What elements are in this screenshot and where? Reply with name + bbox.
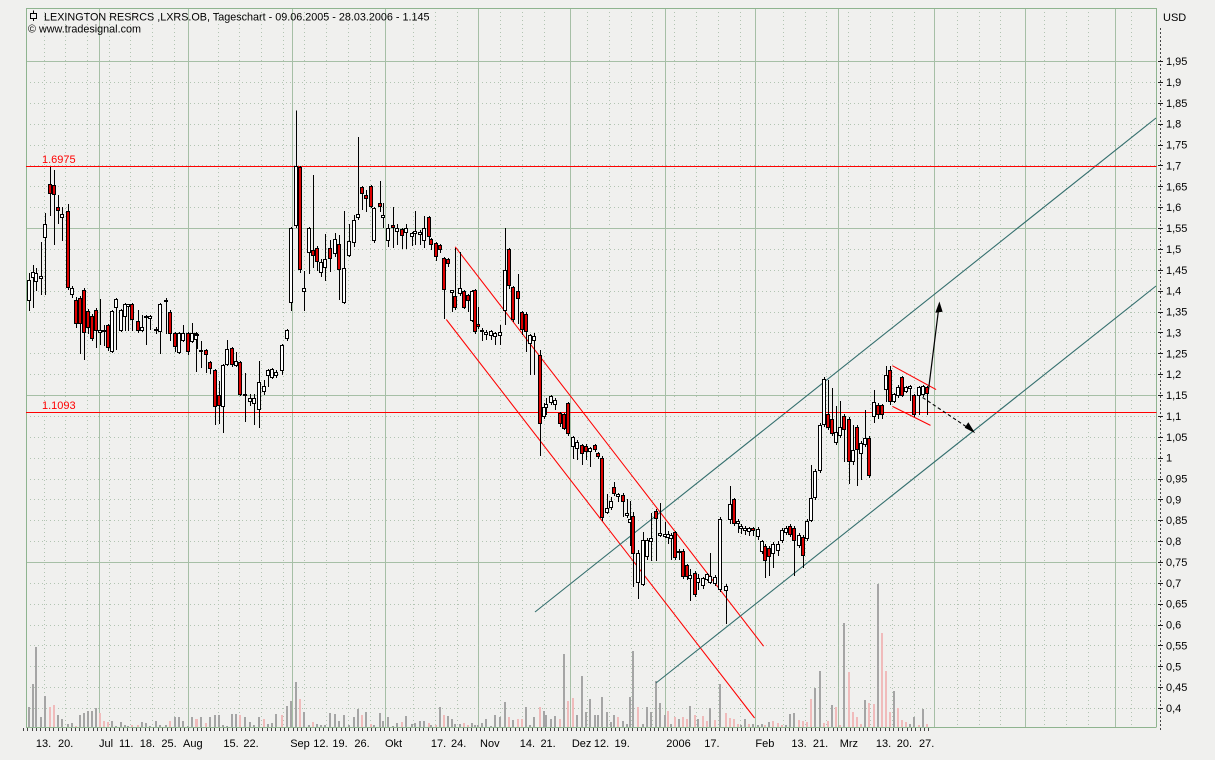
svg-text:1: 1 [1166, 453, 1172, 465]
svg-text:13.: 13. [36, 738, 51, 750]
svg-text:12.: 12. [313, 738, 328, 750]
svg-text:11.: 11. [119, 738, 133, 750]
svg-text:LEXINGTON RESRCS ,LXRS.OB, Tag: LEXINGTON RESRCS ,LXRS.OB, Tageschart - … [44, 12, 430, 24]
svg-text:USD: USD [1163, 12, 1186, 24]
svg-text:21.: 21. [540, 738, 555, 750]
svg-text:Okt: Okt [385, 738, 402, 750]
svg-text:1,5: 1,5 [1166, 244, 1181, 256]
svg-text:19.: 19. [615, 738, 630, 750]
svg-text:2006: 2006 [666, 738, 690, 750]
svg-text:0,8: 0,8 [1166, 536, 1181, 548]
svg-text:1,05: 1,05 [1166, 432, 1187, 444]
svg-text:0,9: 0,9 [1166, 494, 1181, 506]
svg-text:1,85: 1,85 [1166, 98, 1187, 110]
svg-text:24.: 24. [451, 738, 466, 750]
svg-text:17.: 17. [704, 738, 719, 750]
svg-text:1,8: 1,8 [1166, 119, 1181, 131]
svg-text:1,65: 1,65 [1166, 181, 1187, 193]
svg-text:0,55: 0,55 [1166, 640, 1187, 652]
svg-text:1,2: 1,2 [1166, 369, 1181, 381]
svg-text:0,85: 0,85 [1166, 515, 1187, 527]
svg-text:14.: 14. [520, 738, 535, 750]
svg-text:15.: 15. [223, 738, 238, 750]
svg-text:1,45: 1,45 [1166, 265, 1187, 277]
svg-text:12.: 12. [594, 738, 609, 750]
svg-text:1,1: 1,1 [1166, 411, 1181, 423]
svg-text:0,75: 0,75 [1166, 557, 1187, 569]
svg-text:0,4: 0,4 [1166, 703, 1181, 715]
svg-text:20.: 20. [58, 738, 73, 750]
svg-text:19.: 19. [332, 738, 347, 750]
svg-text:1,35: 1,35 [1166, 307, 1187, 319]
svg-text:27.: 27. [919, 738, 934, 750]
svg-text:0,5: 0,5 [1166, 661, 1181, 673]
svg-text:0,7: 0,7 [1166, 578, 1181, 590]
svg-text:13.: 13. [876, 738, 891, 750]
svg-text:17.: 17. [431, 738, 446, 750]
svg-text:Aug: Aug [183, 738, 203, 750]
svg-text:© www.tradesignal.com: © www.tradesignal.com [28, 24, 141, 36]
svg-text:Nov: Nov [480, 738, 500, 750]
svg-text:25.: 25. [161, 738, 176, 750]
svg-text:1,3: 1,3 [1166, 327, 1181, 339]
svg-text:1,25: 1,25 [1166, 348, 1187, 360]
svg-text:1.1093: 1.1093 [42, 400, 76, 412]
svg-text:1.6975: 1.6975 [42, 154, 76, 166]
svg-text:1,15: 1,15 [1166, 390, 1187, 402]
svg-text:26.: 26. [354, 738, 369, 750]
svg-text:1,6: 1,6 [1166, 202, 1181, 214]
svg-text:0,6: 0,6 [1166, 620, 1181, 632]
svg-text:0,65: 0,65 [1166, 599, 1187, 611]
svg-text:21.: 21. [813, 738, 828, 750]
svg-text:22.: 22. [243, 738, 258, 750]
svg-text:0,45: 0,45 [1166, 682, 1187, 694]
svg-text:1,4: 1,4 [1166, 286, 1181, 298]
svg-text:20.: 20. [897, 738, 912, 750]
svg-text:1,9: 1,9 [1166, 77, 1181, 89]
svg-text:1,7: 1,7 [1166, 160, 1181, 172]
svg-text:Feb: Feb [755, 738, 774, 750]
svg-text:Jul: Jul [99, 738, 113, 750]
svg-text:0,95: 0,95 [1166, 474, 1187, 486]
svg-text:Mrz: Mrz [840, 738, 858, 750]
svg-text:13.: 13. [791, 738, 806, 750]
svg-text:Dez: Dez [572, 738, 592, 750]
svg-text:1,95: 1,95 [1166, 56, 1187, 68]
svg-text:Sep: Sep [290, 738, 310, 750]
svg-text:1,55: 1,55 [1166, 223, 1187, 235]
svg-text:1,75: 1,75 [1166, 140, 1187, 152]
svg-text:18.: 18. [140, 738, 155, 750]
